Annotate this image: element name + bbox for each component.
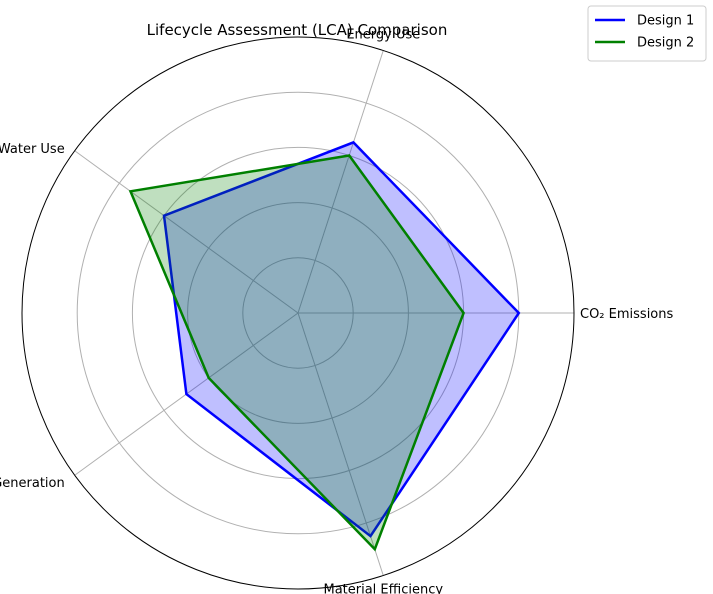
spoke-gridline xyxy=(297,312,384,576)
axis-label: Energy Use xyxy=(346,28,420,43)
radar-series xyxy=(128,140,521,552)
spoke-gridline xyxy=(74,150,299,314)
axis-label: Material Efficiency xyxy=(323,582,443,594)
axis-label: Water Use xyxy=(0,142,65,157)
series-fill xyxy=(130,155,464,550)
legend-label: Design 2 xyxy=(637,36,694,51)
radar-axis-labels: CO₂ Emissions Energy Use Water Use Waste Ge… xyxy=(0,28,673,594)
series-line xyxy=(128,154,466,552)
axis-label: CO₂ Emissions xyxy=(580,307,673,322)
series-fill xyxy=(164,142,519,537)
series-line xyxy=(162,140,521,538)
axis-label: Waste Generation xyxy=(0,476,65,491)
legend-label: Design 1 xyxy=(637,14,694,29)
outer-frame xyxy=(21,36,575,590)
chart-title: Lifecycle Assessment (LCA) Comparison xyxy=(147,21,448,39)
spoke-gridline xyxy=(297,50,384,314)
legend: Design 1 Design 2 xyxy=(587,5,707,62)
